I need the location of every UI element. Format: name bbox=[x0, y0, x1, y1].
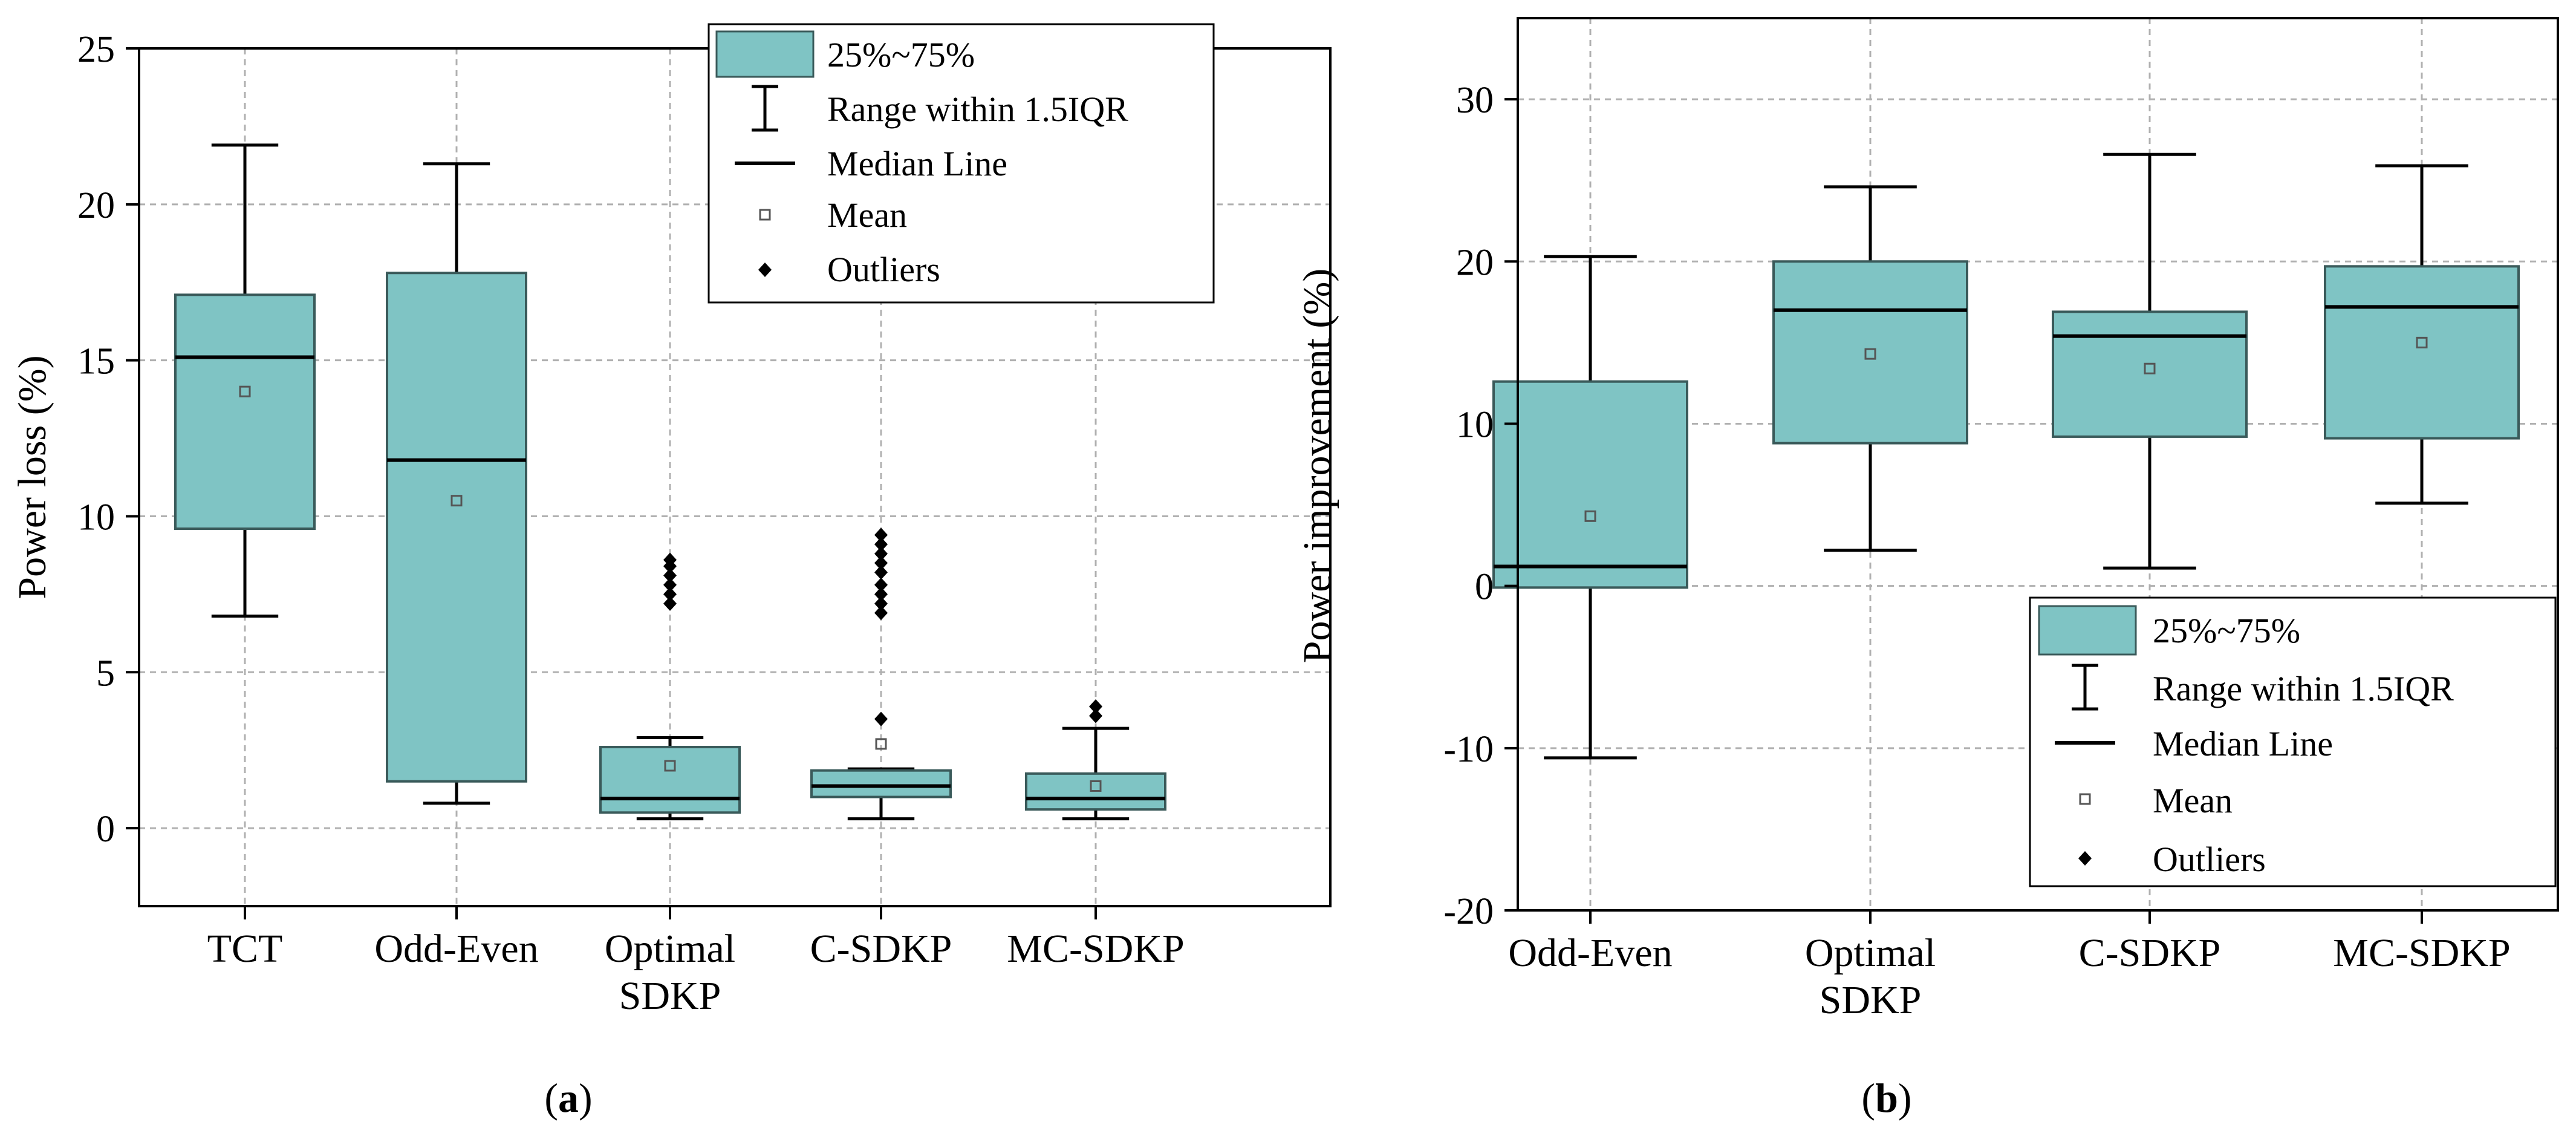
y-tick-label: 0 bbox=[96, 809, 115, 850]
x-tick-label: Optimal SDKP bbox=[1805, 931, 1936, 1022]
legend-box-swatch bbox=[715, 30, 815, 78]
panel-a-label-letter: a bbox=[558, 1075, 579, 1121]
mean-marker bbox=[1090, 780, 1102, 792]
x-tick-label: MC-SDKP bbox=[2333, 931, 2510, 975]
outlier-point bbox=[874, 606, 888, 621]
mean-marker bbox=[450, 495, 463, 507]
y-tick-label: 20 bbox=[77, 185, 115, 226]
iqr-box bbox=[810, 769, 952, 798]
outlier-point bbox=[874, 587, 888, 602]
legend-outliers-label: Outliers bbox=[2153, 840, 2266, 879]
outlier-point bbox=[874, 555, 888, 570]
box-2 bbox=[599, 552, 741, 821]
y-tick-label: 20 bbox=[1456, 242, 1494, 283]
x-tick-label: Odd-Even bbox=[1508, 931, 1672, 975]
mean-marker bbox=[239, 385, 251, 397]
iqr-box bbox=[1772, 260, 1968, 445]
panel-b-label: (b) bbox=[1861, 1075, 1911, 1121]
box-0 bbox=[1492, 255, 1688, 760]
panel-b-axes-frame bbox=[1517, 17, 2559, 912]
y-tick-label: 10 bbox=[77, 497, 115, 538]
box-1 bbox=[386, 162, 527, 805]
x-tick-label: Optimal SDKP bbox=[605, 927, 735, 1018]
outlier-point bbox=[874, 596, 888, 611]
x-tick-label: TCT bbox=[207, 927, 283, 971]
legend-range-label: Range within 1.5IQR bbox=[2153, 669, 2454, 708]
legend-outlier-icon bbox=[2078, 851, 2092, 866]
box-3 bbox=[810, 527, 952, 821]
panel-b-boxes bbox=[1492, 152, 2520, 760]
y-tick-label: 0 bbox=[1475, 567, 1494, 608]
legend-outliers-label: Outliers bbox=[827, 250, 940, 289]
mean-marker bbox=[1864, 348, 1876, 360]
mean-marker bbox=[2416, 336, 2428, 348]
legend-range-icon bbox=[752, 85, 778, 132]
iqr-box bbox=[386, 272, 527, 783]
iqr-box bbox=[174, 293, 316, 530]
panel-a-boxes bbox=[174, 143, 1166, 821]
y-tick-label: 15 bbox=[77, 341, 115, 382]
box-2 bbox=[2052, 152, 2248, 570]
outlier-point bbox=[874, 577, 888, 592]
y-tick-label: 10 bbox=[1456, 404, 1494, 445]
legend-median-label: Median Line bbox=[2153, 724, 2333, 763]
panel-a-ylabel: Power loss (%) bbox=[10, 355, 54, 599]
outlier-point bbox=[663, 568, 677, 583]
x-tick-label: C-SDKP bbox=[2079, 931, 2221, 975]
outlier-point bbox=[874, 527, 888, 543]
y-tick-label: -20 bbox=[1443, 891, 1494, 932]
legend-outlier-icon bbox=[758, 263, 772, 277]
y-tick-label: -10 bbox=[1443, 729, 1494, 770]
panel-b-ticks: -20 -10 0 10 20 30 Odd-Even Optimal SDKP C-SDKP MC… bbox=[1443, 80, 2510, 1022]
iqr-box bbox=[599, 746, 741, 814]
panel-a-ticks: 0 5 10 15 20 25 TCT Odd-Even Optimal SDKP C-SDKP MC… bbox=[77, 29, 1185, 1018]
outlier-point bbox=[874, 546, 888, 561]
outlier-point bbox=[1089, 708, 1102, 723]
panel-b-ylabel: Power improvement (%) bbox=[1295, 269, 1339, 664]
iqr-box bbox=[1492, 380, 1688, 589]
box-1 bbox=[1772, 185, 1968, 552]
panel-b-legend: 25%~75% Range within 1.5IQR Median Line … bbox=[2029, 596, 2557, 887]
outlier-point bbox=[663, 587, 677, 602]
outlier-point bbox=[663, 577, 677, 592]
mean-marker bbox=[664, 760, 676, 772]
iqr-box bbox=[2324, 265, 2520, 440]
panel-b-label-letter: b bbox=[1875, 1075, 1898, 1121]
box-0 bbox=[174, 143, 316, 618]
y-tick-label: 5 bbox=[96, 653, 115, 694]
outlier-point bbox=[874, 711, 888, 726]
outlier-point bbox=[663, 596, 677, 611]
outlier-point bbox=[874, 565, 888, 580]
outlier-point bbox=[663, 552, 677, 567]
panel-a: 0 5 10 15 20 25 TCT Odd-Even Optimal SDKP C-SDKP MC… bbox=[10, 23, 1332, 1121]
outlier-point bbox=[874, 537, 888, 552]
legend-range-icon bbox=[2072, 664, 2098, 711]
panel-a-legend: 25%~75% Range within 1.5IQR Median Line … bbox=[707, 23, 1215, 304]
box-4 bbox=[1025, 699, 1166, 821]
x-tick-label: MC-SDKP bbox=[1007, 927, 1184, 971]
panel-b: -20 -10 0 10 20 30 Odd-Even Optimal SDKP C-SDKP MC… bbox=[1295, 17, 2559, 1121]
y-tick-label: 30 bbox=[1456, 80, 1494, 121]
legend-range-label: Range within 1.5IQR bbox=[827, 90, 1128, 129]
legend-mean-label: Mean bbox=[2153, 781, 2233, 820]
box-3 bbox=[2324, 164, 2520, 505]
outlier-point bbox=[1089, 699, 1102, 714]
mean-marker bbox=[1584, 510, 1596, 522]
y-tick-label: 25 bbox=[77, 29, 115, 70]
mean-marker bbox=[875, 738, 887, 750]
legend-mean-label: Mean bbox=[827, 195, 907, 235]
legend-mean-icon bbox=[759, 209, 771, 221]
legend-box-swatch bbox=[2038, 605, 2137, 656]
legend-median-label: Median Line bbox=[827, 144, 1007, 183]
legend-box-label: 25%~75% bbox=[827, 35, 975, 74]
x-tick-label: C-SDKP bbox=[810, 927, 952, 971]
legend-mean-icon bbox=[2079, 793, 2091, 805]
mean-marker bbox=[2144, 362, 2156, 374]
x-tick-label: Odd-Even bbox=[374, 927, 538, 971]
panel-a-label: (a) bbox=[544, 1075, 592, 1121]
legend-box-label: 25%~75% bbox=[2153, 611, 2300, 650]
